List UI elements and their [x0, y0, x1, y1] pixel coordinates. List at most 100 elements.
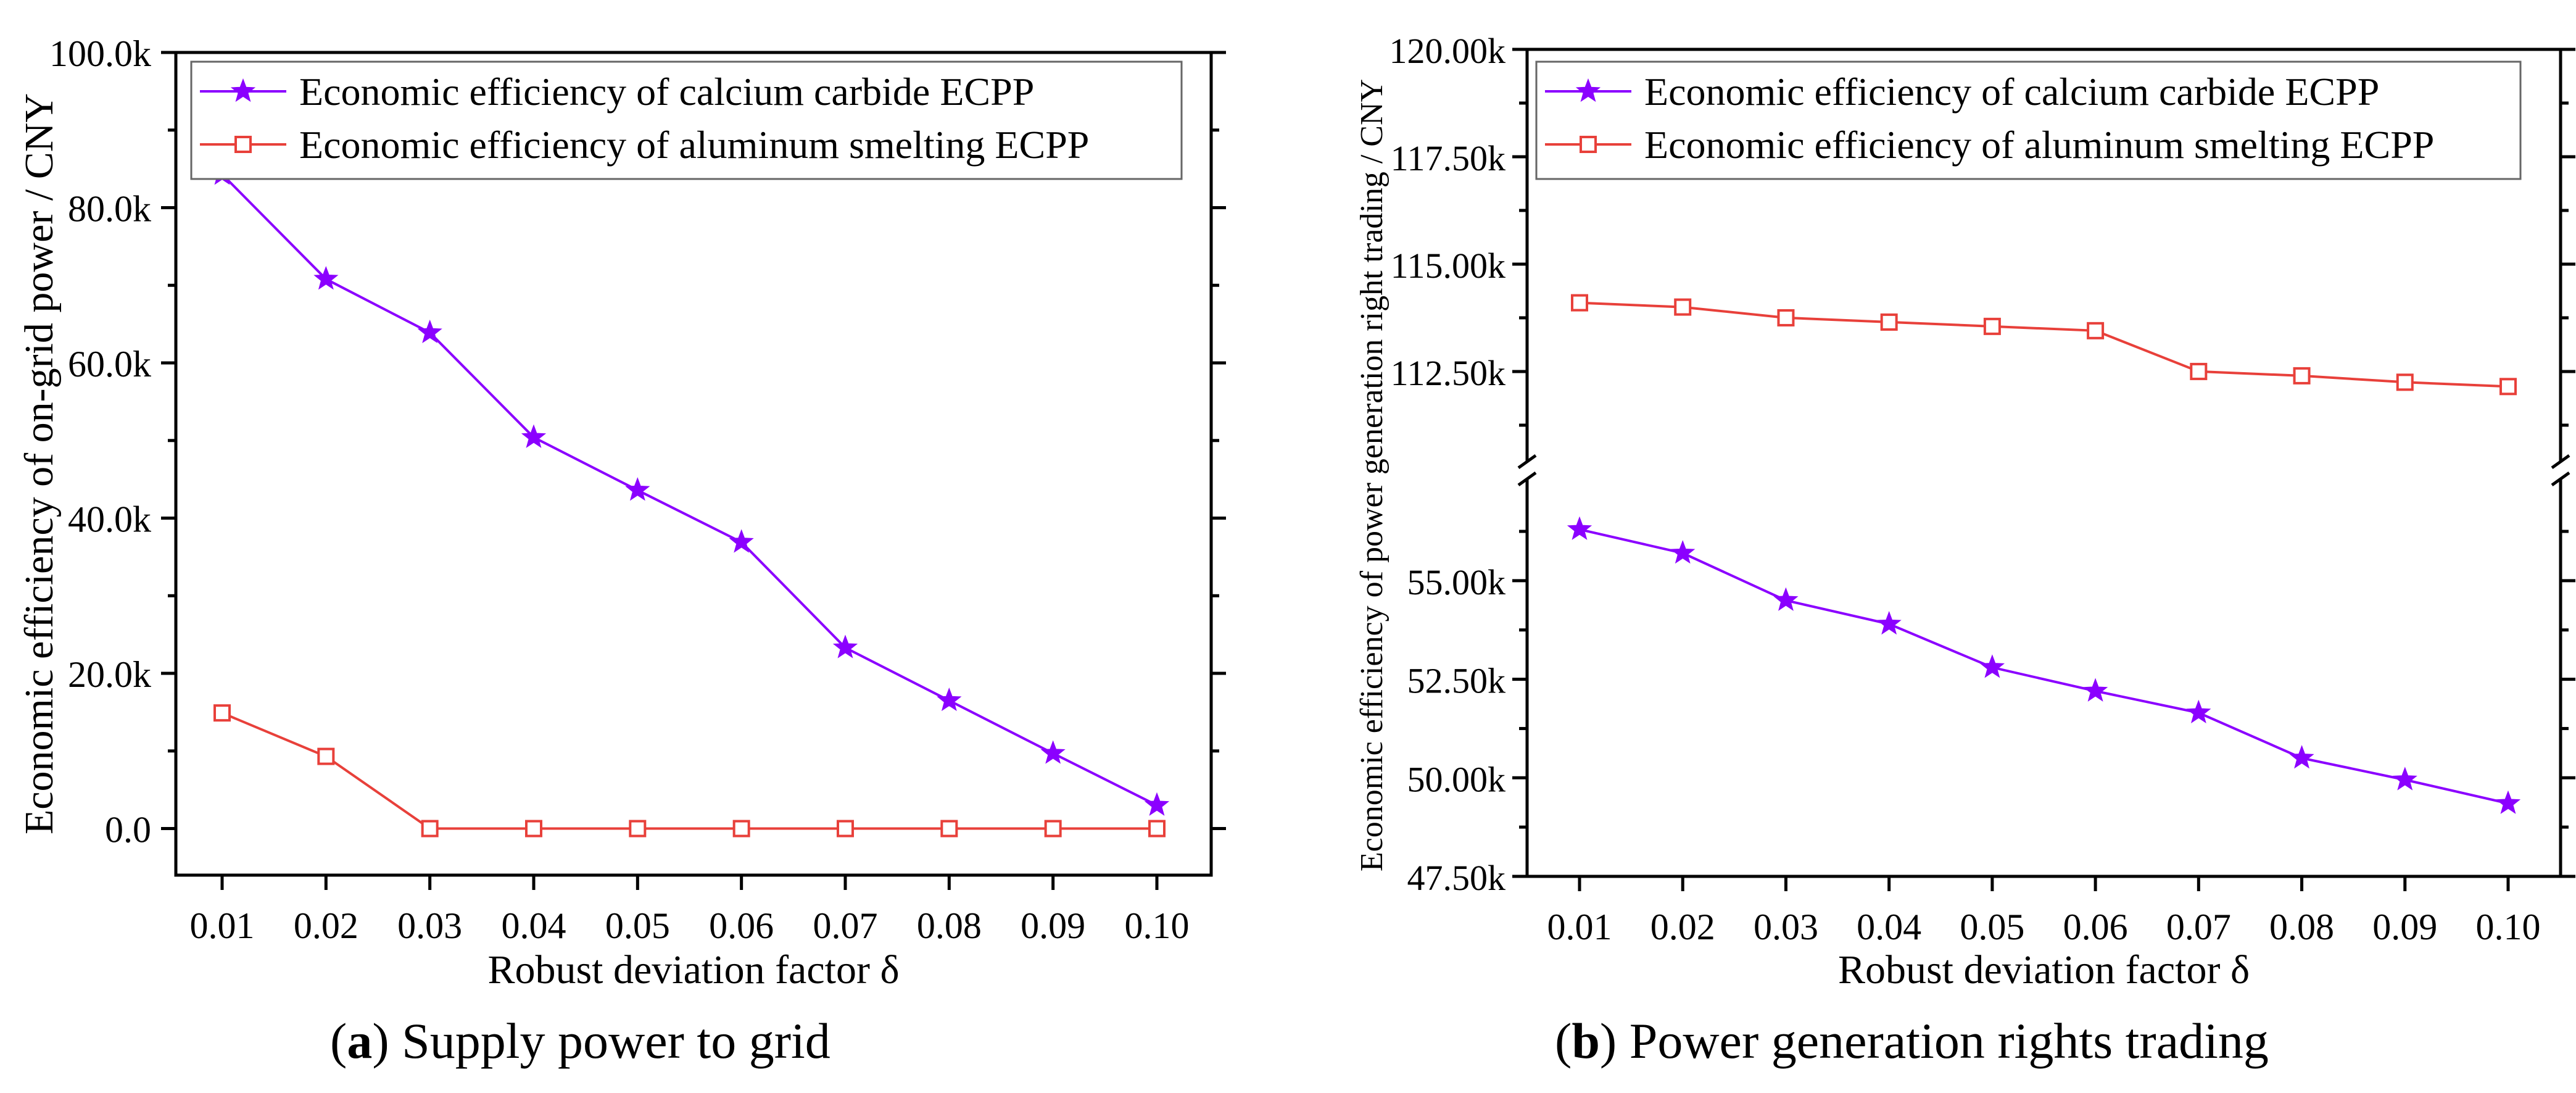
- data-point-2: [940, 820, 958, 837]
- legend-label-1: Economic efficiency of calcium carbide E…: [1644, 70, 2379, 114]
- y-tick-label: 52.50k: [1407, 661, 1506, 701]
- data-point-2: [2396, 373, 2414, 391]
- y-tick-label: 112.50k: [1391, 353, 1505, 393]
- series-line-1: [221, 173, 1158, 807]
- series-line-2: [222, 712, 1157, 830]
- data-point-2: [525, 820, 542, 837]
- data-point-1: [2082, 678, 2108, 702]
- data-point-2: [1571, 294, 1588, 312]
- x-axis-label: Robust deviation factor δ: [1838, 947, 2250, 992]
- x-tick-label: 0.04: [502, 905, 566, 946]
- y-tick-label: 80.0k: [68, 189, 151, 230]
- series-line-2: [1579, 301, 2509, 388]
- x-tick-label: 0.04: [1857, 907, 1921, 947]
- data-point-1: [832, 634, 858, 659]
- y-tick-label: 60.0k: [68, 344, 151, 384]
- data-point-2: [1880, 313, 1898, 331]
- caption-b: (b) Power generation rights trading: [1555, 1013, 2269, 1069]
- data-point-2: [837, 820, 854, 837]
- data-point-2: [629, 820, 647, 837]
- y-tick-label: 50.00k: [1407, 759, 1506, 799]
- axis-break-mark: [1517, 454, 1537, 470]
- x-tick-label: 0.01: [1547, 907, 1612, 947]
- y-tick-label: 120.00k: [1389, 31, 1506, 71]
- x-axis-label: Robust deviation factor δ: [487, 947, 899, 992]
- y-tick-label: 55.00k: [1407, 562, 1506, 602]
- data-point-1: [521, 424, 547, 448]
- legend-marker-1: [230, 78, 256, 102]
- data-point-1: [1567, 516, 1592, 540]
- x-tick-label: 0.03: [1754, 907, 1818, 947]
- x-tick-label: 0.06: [2063, 907, 2128, 947]
- x-tick-label: 0.03: [397, 905, 462, 946]
- chart-power-generation-rights-trading: 0.01 0.02 0.03 0.04 0.05 0.06 0.07 0.08 0.09 0.10…: [1354, 31, 2575, 992]
- data-point-2: [2499, 378, 2517, 396]
- y-tick-label: 0.0: [105, 810, 151, 850]
- data-point-1: [1040, 740, 1066, 764]
- legend-marker-1: [1575, 78, 1601, 102]
- data-point-1: [1876, 610, 1902, 635]
- x-tick-label: 0.05: [605, 905, 670, 946]
- data-point-2: [2190, 362, 2208, 380]
- axis-break-mark: [2551, 454, 2570, 470]
- legend-label-1: Economic efficiency of calcium carbide E…: [299, 70, 1034, 114]
- data-point-1: [1670, 540, 1696, 564]
- data-point-2: [1983, 317, 2001, 335]
- axis-break-mark: [1517, 471, 1537, 487]
- x-tick-label: 0.09: [2372, 907, 2437, 947]
- data-point-1: [625, 477, 650, 501]
- caption-text-a: Supply power to grid: [402, 1013, 830, 1069]
- data-point-1: [417, 319, 442, 344]
- x-tick-label: 0.07: [2166, 907, 2231, 947]
- y-tick-label: 40.0k: [68, 499, 151, 540]
- series-line-1: [1579, 528, 2509, 805]
- data-point-1: [1144, 792, 1170, 816]
- x-tick-label: 0.10: [1125, 905, 1190, 946]
- data-point-2: [317, 747, 335, 765]
- x-tick-label: 0.08: [917, 905, 982, 946]
- data-point-1: [313, 266, 339, 290]
- data-point-2: [1044, 820, 1062, 837]
- x-tick-label: 0.07: [813, 905, 878, 946]
- legend-marker-2: [234, 136, 252, 153]
- y-tick-label: 100.0k: [49, 33, 151, 74]
- data-point-2: [732, 820, 750, 837]
- y-axis-label: Economic efficiency of power generation …: [1354, 79, 1389, 871]
- caption-a: (a) Supply power to grid: [330, 1013, 830, 1069]
- data-point-2: [1148, 820, 1166, 837]
- legend-marker-2: [1580, 136, 1597, 153]
- axis-break-mark: [2551, 471, 2570, 487]
- y-tick-label: 117.50k: [1391, 138, 1505, 178]
- data-point-1: [1979, 654, 2005, 678]
- x-tick-label: 0.01: [190, 905, 255, 946]
- legend-box: [190, 60, 1183, 180]
- legend-label-2: Economic efficiency of aluminum smelting…: [299, 123, 1089, 167]
- data-point-1: [2289, 745, 2314, 769]
- data-point-1: [2495, 790, 2521, 814]
- data-point-1: [1773, 587, 1799, 611]
- data-point-2: [1777, 309, 1795, 326]
- legend-box: [1535, 60, 2522, 180]
- data-point-1: [2392, 767, 2417, 791]
- data-point-1: [937, 687, 962, 712]
- y-tick-label: 115.00k: [1391, 246, 1505, 286]
- x-tick-label: 0.05: [1960, 907, 2024, 947]
- chart-supply-power-to-grid: 0.01 0.02 0.03 0.04 0.05 0.06 0.07 0.08 0.09 0.10…: [17, 33, 1226, 992]
- data-point-1: [2186, 699, 2211, 724]
- plot-frame: [174, 51, 1213, 877]
- data-point-2: [213, 704, 231, 722]
- x-tick-label: 0.08: [2269, 907, 2334, 947]
- x-tick-label: 0.02: [294, 905, 358, 946]
- data-point-1: [729, 529, 754, 553]
- x-tick-label: 0.02: [1650, 907, 1715, 947]
- caption-letter-b: b: [1572, 1013, 1600, 1069]
- x-tick-label: 0.10: [2476, 907, 2541, 947]
- y-axis-label: Economic efficiency of on-grid power / C…: [17, 93, 62, 834]
- y-tick-label: 47.50k: [1407, 858, 1506, 898]
- caption-text-b: Power generation rights trading: [1629, 1013, 2269, 1069]
- legend-label-2: Economic efficiency of aluminum smelting…: [1644, 123, 2434, 167]
- x-tick-label: 0.09: [1021, 905, 1085, 946]
- caption-letter-a: a: [347, 1013, 373, 1069]
- y-tick-label: 20.0k: [68, 654, 151, 695]
